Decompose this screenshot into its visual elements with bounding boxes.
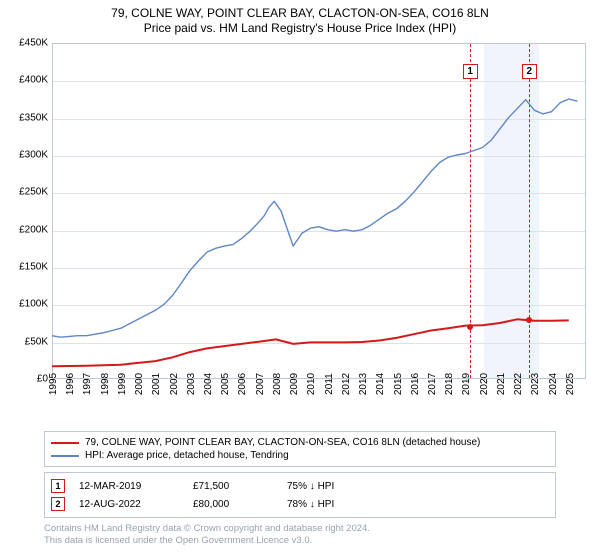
series-price xyxy=(52,319,569,366)
event-row-pct: 75% ↓ HPI xyxy=(287,481,367,492)
series-hpi xyxy=(52,99,577,337)
title-sub: Price paid vs. HM Land Registry's House … xyxy=(10,21,590,35)
chart: 12£0£50K£100K£150K£200K£250K£300K£350K£4… xyxy=(0,37,600,423)
ytick-label: £350K xyxy=(2,112,48,123)
chart-titles: 79, COLNE WAY, POINT CLEAR BAY, CLACTON-… xyxy=(0,0,600,37)
event-row: 1 12-MAR-2019 £71,500 75% ↓ HPI xyxy=(51,477,549,495)
event-row-pct: 78% ↓ HPI xyxy=(287,499,367,510)
title-main: 79, COLNE WAY, POINT CLEAR BAY, CLACTON-… xyxy=(10,6,590,20)
ytick-label: £100K xyxy=(2,299,48,310)
event-row-price: £71,500 xyxy=(193,481,273,492)
event-row: 2 12-AUG-2022 £80,000 78% ↓ HPI xyxy=(51,495,549,513)
license-line2: This data is licensed under the Open Gov… xyxy=(44,535,556,547)
legend-item: 79, COLNE WAY, POINT CLEAR BAY, CLACTON-… xyxy=(51,436,549,449)
ytick-label: £150K xyxy=(2,262,48,273)
ytick-label: £450K xyxy=(2,38,48,49)
license-text: Contains HM Land Registry data © Crown c… xyxy=(44,523,556,547)
event-row-badge: 2 xyxy=(51,497,65,511)
ytick-label: £300K xyxy=(2,150,48,161)
license-line1: Contains HM Land Registry data © Crown c… xyxy=(44,523,556,535)
ytick-label: £50K xyxy=(2,336,48,347)
event-row-price: £80,000 xyxy=(193,499,273,510)
ytick-label: £200K xyxy=(2,224,48,235)
event-table: 1 12-MAR-2019 £71,500 75% ↓ HPI 2 12-AUG-2022… xyxy=(44,472,556,518)
legend-label: HPI: Average price, detached house, Tend… xyxy=(85,450,289,461)
legend: 79, COLNE WAY, POINT CLEAR BAY, CLACTON-… xyxy=(44,431,556,467)
ytick-label: £250K xyxy=(2,187,48,198)
line-layer xyxy=(52,43,586,379)
legend-swatch xyxy=(51,455,79,457)
legend-swatch xyxy=(51,442,79,444)
event-row-date: 12-MAR-2019 xyxy=(79,481,179,492)
event-row-date: 12-AUG-2022 xyxy=(79,499,179,510)
legend-label: 79, COLNE WAY, POINT CLEAR BAY, CLACTON-… xyxy=(85,437,480,448)
ytick-label: £400K xyxy=(2,75,48,86)
footer: 79, COLNE WAY, POINT CLEAR BAY, CLACTON-… xyxy=(0,423,600,547)
legend-item: HPI: Average price, detached house, Tend… xyxy=(51,449,549,462)
event-row-badge: 1 xyxy=(51,479,65,493)
ytick-label: £0 xyxy=(2,374,48,385)
